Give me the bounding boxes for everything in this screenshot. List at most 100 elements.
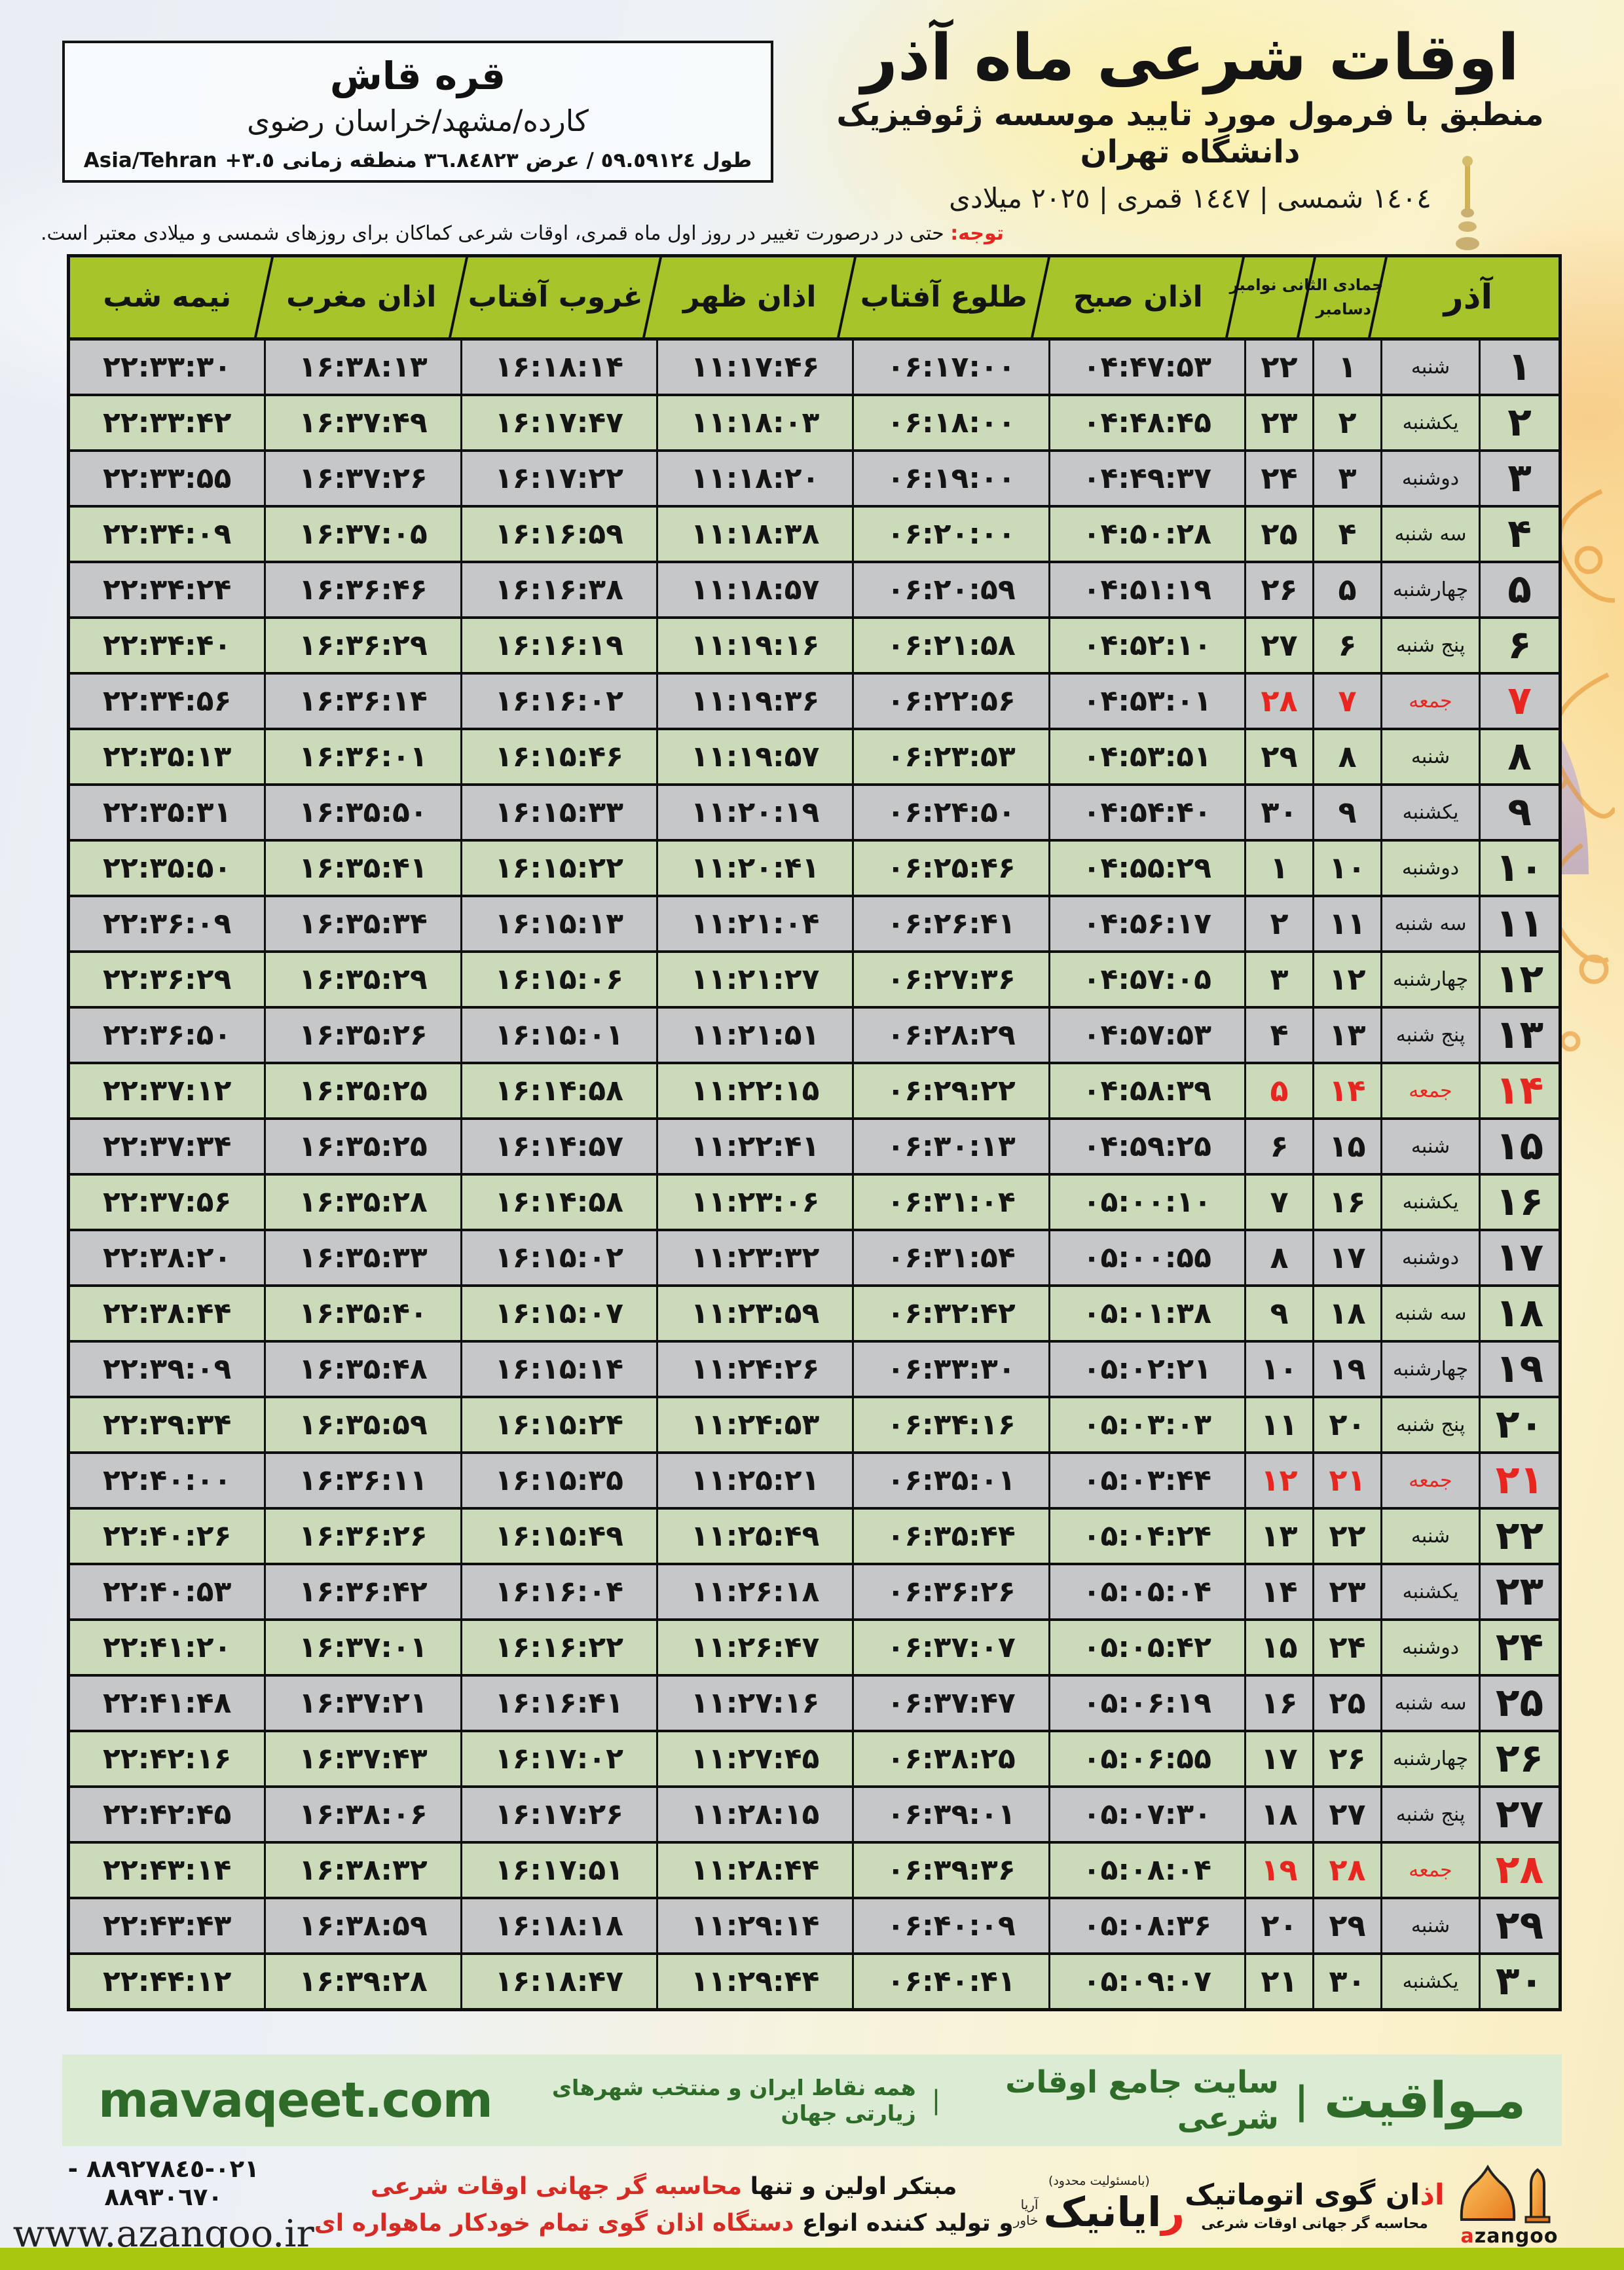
gregorian-day: ۱۹: [1244, 1843, 1312, 1897]
maghrib-time: ۱۶:۳۵:۳۳: [264, 1231, 460, 1284]
footer-strip: azangoo اذان گوی اتوماتیک محاسبه گر جهان…: [13, 2154, 1585, 2256]
sunset-time: ۱۶:۱۴:۵۸: [460, 1064, 656, 1117]
hijri-day: ۵: [1312, 563, 1380, 616]
banner-tagline-2: همه نقاط ایران و منتخب شهرهای زیارتی جها…: [551, 2074, 916, 2126]
sunrise-time: ۰۶:۱۹:۰۰: [852, 451, 1048, 505]
prayer-times-table: آذر جمادی الثانی نوامبر دسامبر اذان صبح …: [67, 253, 1562, 2011]
noon-time: ۱۱:۲۹:۱۴: [656, 1899, 852, 1952]
maghrib-time: ۱۶:۳۷:۴۳: [264, 1732, 460, 1785]
header-fajr: اذان صبح: [1073, 280, 1203, 314]
midnight-time: ۲۲:۴۳:۱۴: [103, 1853, 232, 1887]
page-subtitle: منطبق با فرمول مورد تایید موسسه ژئوفیزیک…: [836, 96, 1544, 171]
midnight-time: ۲۲:۴۰:۲۶: [103, 1519, 232, 1553]
gregorian-day: ۲۴: [1244, 451, 1312, 505]
azar-day: ۱۰: [1479, 841, 1559, 895]
noon-time: ۱۱:۲۰:۴۱: [656, 841, 852, 895]
azar-day: ۲۷: [1479, 1787, 1559, 1841]
weekday: دوشنبه: [1380, 1231, 1479, 1284]
maghrib-time: ۱۶:۳۶:۰۱: [264, 730, 460, 783]
weekday: پنج شنبه: [1380, 1787, 1479, 1841]
midnight-time: ۲۲:۳۳:۵۵: [103, 461, 232, 495]
promo-line-2: و تولید کننده انواع دستگاه اذان گوی تمام…: [314, 2209, 1014, 2237]
weekday: سه شنبه: [1380, 1286, 1479, 1340]
sunset-time: ۱۶:۱۵:۰۶: [460, 952, 656, 1006]
sunrise-time: ۰۶:۲۰:۰۰: [852, 507, 1048, 561]
calendar-years: ١٤٠٤ شمسی | ١٤٤٧ قمری | ٢٠٢٥ میلادی: [949, 181, 1431, 214]
midnight-time: ۲۲:۳۴:۴۰: [103, 628, 232, 662]
noon-time: ۱۱:۲۵:۴۹: [656, 1509, 852, 1563]
azar-day: ۶: [1479, 618, 1559, 672]
azar-day: ۲۹: [1479, 1899, 1559, 1952]
noon-time: ۱۱:۲۸:۱۵: [656, 1787, 852, 1841]
table-row: ۲۸ جمعه ۲۸ ۱۹ ۰۵:۰۸:۰۴ ۰۶:۳۹:۳۶ ۱۱:۲۸:۴۴ ۱۶:۱۷:…: [70, 1843, 1559, 1899]
maghrib-time: ۱۶:۳۷:۰۵: [264, 507, 460, 561]
hijri-day: ۷: [1312, 674, 1380, 728]
azar-day: ۱۸: [1479, 1286, 1559, 1340]
contact-block: ٠٢١-٨٨٩٢٧٨٤٥ - ٨٨٩٣٠٦٧٠ www.azangoo.ir: [13, 2155, 314, 2256]
weekday: جمعه: [1380, 674, 1479, 728]
hijri-day: ۳: [1312, 451, 1380, 505]
header-december: دسامبر: [1316, 299, 1371, 318]
sunrise-time: ۰۶:۲۷:۳۶: [852, 952, 1048, 1006]
maghrib-time: ۱۶:۳۵:۲۶: [264, 1008, 460, 1062]
sunset-time: ۱۶:۱۷:۰۲: [460, 1732, 656, 1785]
noon-time: ۱۱:۲۰:۱۹: [656, 785, 852, 839]
table-row: ۲۰ پنج شنبه ۲۰ ۱۱ ۰۵:۰۳:۰۳ ۰۶:۳۴:۱۶ ۱۱:۲۴:۵۳ ۱۶…: [70, 1398, 1559, 1454]
rayanik-logo: (بامسئولیت محدود) رایانیک آریا خاور: [1014, 2174, 1185, 2236]
fajr-time: ۰۴:۵۳:۵۱: [1048, 730, 1244, 783]
hijri-day: ۶: [1312, 618, 1380, 672]
midnight-time: ۲۲:۳۹:۰۹: [103, 1352, 232, 1386]
weekday: چهارشنبه: [1380, 1732, 1479, 1785]
weekday: شنبه: [1380, 730, 1479, 783]
maghrib-time: ۱۶:۳۸:۳۲: [264, 1843, 460, 1897]
table-row: ۲۵ سه شنبه ۲۵ ۱۶ ۰۵:۰۶:۱۹ ۰۶:۳۷:۴۷ ۱۱:۲۷:۱۶ ۱۶:…: [70, 1676, 1559, 1732]
hijri-day: ۱: [1312, 340, 1380, 394]
hijri-day: ۱۹: [1312, 1342, 1380, 1396]
table-row: ۱۳ پنج شنبه ۱۳ ۴ ۰۴:۵۷:۵۳ ۰۶:۲۸:۲۹ ۱۱:۲۱:۵۱ ۱۶:…: [70, 1008, 1559, 1064]
azar-day: ۸: [1479, 730, 1559, 783]
fajr-time: ۰۴:۵۸:۳۹: [1048, 1064, 1244, 1117]
fajr-time: ۰۴:۵۱:۱۹: [1048, 563, 1244, 616]
table-row: ۴ سه شنبه ۴ ۲۵ ۰۴:۵۰:۲۸ ۰۶:۲۰:۰۰ ۱۱:۱۸:۳۸ ۱۶:۱۶…: [70, 507, 1559, 563]
noon-time: ۱۱:۲۳:۳۲: [656, 1231, 852, 1284]
azar-day: ۱۳: [1479, 1008, 1559, 1062]
midnight-time: ۲۲:۴۴:۱۲: [103, 1964, 232, 1998]
azar-day: ۵: [1479, 563, 1559, 616]
sunset-time: ۱۶:۱۶:۴۱: [460, 1676, 656, 1730]
maghrib-time: ۱۶:۳۶:۴۶: [264, 563, 460, 616]
hijri-day: ۱۵: [1312, 1119, 1380, 1173]
gregorian-day: ۱۷: [1244, 1732, 1312, 1785]
fajr-time: ۰۵:۰۳:۰۳: [1048, 1398, 1244, 1451]
gregorian-day: ۱۴: [1244, 1565, 1312, 1618]
weekday: جمعه: [1380, 1453, 1479, 1507]
gregorian-day: ۳: [1244, 952, 1312, 1006]
midnight-time: ۲۲:۳۳:۴۲: [103, 405, 232, 439]
hijri-day: ۲۳: [1312, 1565, 1380, 1618]
noon-time: ۱۱:۱۷:۴۶: [656, 340, 852, 394]
sunset-time: ۱۶:۱۵:۴۶: [460, 730, 656, 783]
azangoo-text: اذان گوی اتوماتیک محاسبه گر جهانی اوقات …: [1185, 2178, 1445, 2232]
maghrib-time: ۱۶:۳۵:۴۰: [264, 1286, 460, 1340]
midnight-time: ۲۲:۳۷:۱۲: [103, 1073, 232, 1107]
sunset-time: ۱۶:۱۵:۱۳: [460, 897, 656, 950]
sunset-time: ۱۶:۱۵:۲۲: [460, 841, 656, 895]
azangoo-title: اذان گوی اتوماتیک: [1185, 2178, 1445, 2212]
maghrib-time: ۱۶:۳۶:۴۲: [264, 1565, 460, 1618]
sunset-time: ۱۶:۱۶:۳۸: [460, 563, 656, 616]
azar-day: ۱۶: [1479, 1175, 1559, 1229]
fajr-time: ۰۴:۵۷:۰۵: [1048, 952, 1244, 1006]
midnight-time: ۲۲:۳۶:۵۰: [103, 1018, 232, 1052]
fajr-time: ۰۵:۰۷:۳۰: [1048, 1787, 1244, 1841]
weekday: جمعه: [1380, 1843, 1479, 1897]
table-row: ۲۶ چهارشنبه ۲۶ ۱۷ ۰۵:۰۶:۵۵ ۰۶:۳۸:۲۵ ۱۱:۲۷:۴۵ ۱۶…: [70, 1732, 1559, 1788]
fajr-time: ۰۵:۰۸:۰۴: [1048, 1843, 1244, 1897]
fajr-time: ۰۵:۰۵:۰۴: [1048, 1565, 1244, 1618]
banner-divider: |: [1294, 2077, 1309, 2123]
gregorian-day: ۷: [1244, 1175, 1312, 1229]
weekday: دوشنبه: [1380, 451, 1479, 505]
sunrise-time: ۰۶:۳۶:۲۶: [852, 1565, 1048, 1618]
sunrise-time: ۰۶:۲۹:۲۲: [852, 1064, 1048, 1117]
hijri-day: ۱۸: [1312, 1286, 1380, 1340]
gregorian-day: ۵: [1244, 1064, 1312, 1117]
sunrise-time: ۰۶:۱۷:۰۰: [852, 340, 1048, 394]
